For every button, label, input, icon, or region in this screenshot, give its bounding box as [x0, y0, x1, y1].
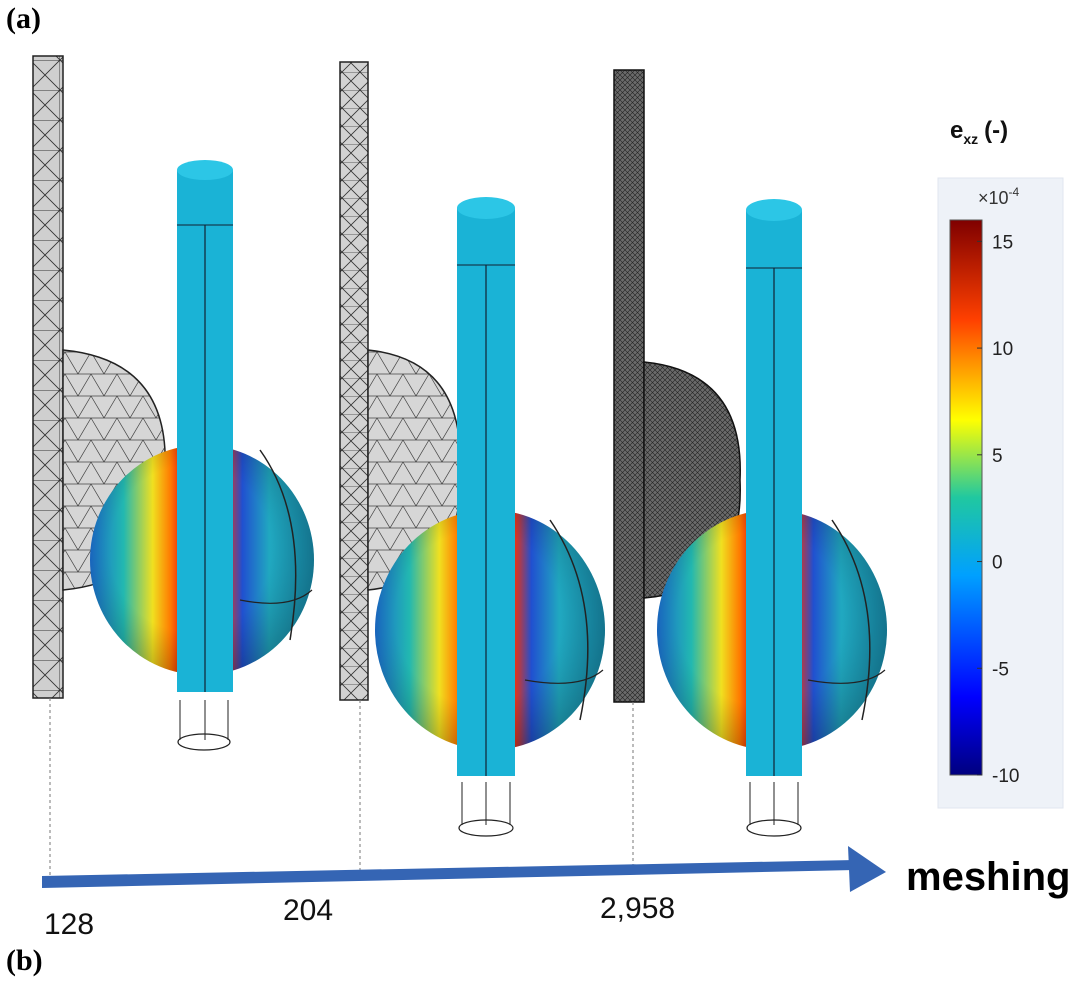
colorbar-title: exz (-): [950, 117, 1008, 147]
mesh-count-2958: 2,958: [600, 892, 675, 925]
colorbar-tick-label: -5: [992, 659, 1009, 680]
model-coarse: [32, 55, 314, 875]
colorbar-gradient: [949, 219, 983, 776]
meshing-axis-title: meshing: [906, 855, 1070, 899]
colorbar: exz (-) ×10-4 15 10 5 0 -5 -10: [937, 117, 1064, 809]
meshing-arrow: [42, 846, 886, 892]
colorbar-tick-label: -10: [992, 766, 1019, 787]
mesh-strip-fine: [613, 69, 645, 703]
rod-medium: [457, 197, 515, 837]
model-medium: [339, 61, 605, 870]
panel-label-b: (b): [6, 944, 43, 977]
colorbar-tick-label: 0: [992, 553, 1003, 574]
rod-coarse: [177, 160, 233, 751]
colorbar-ticks: 15 10 5 0 -5 -10: [977, 232, 1019, 787]
colorbar-tick-label: 15: [992, 232, 1013, 253]
rod-fine: [746, 199, 802, 837]
mesh-count-204: 204: [283, 894, 333, 927]
colorbar-tick-label: 5: [992, 446, 1003, 467]
mesh-strip-medium: [339, 61, 369, 701]
panel-label-a: (a): [6, 2, 41, 35]
colorbar-tick-label: 10: [992, 339, 1013, 360]
mesh-strip-coarse: [32, 55, 64, 699]
colorbar-exponent: ×10-4: [978, 185, 1020, 208]
model-fine: [613, 69, 887, 868]
mesh-count-128: 128: [44, 908, 94, 941]
